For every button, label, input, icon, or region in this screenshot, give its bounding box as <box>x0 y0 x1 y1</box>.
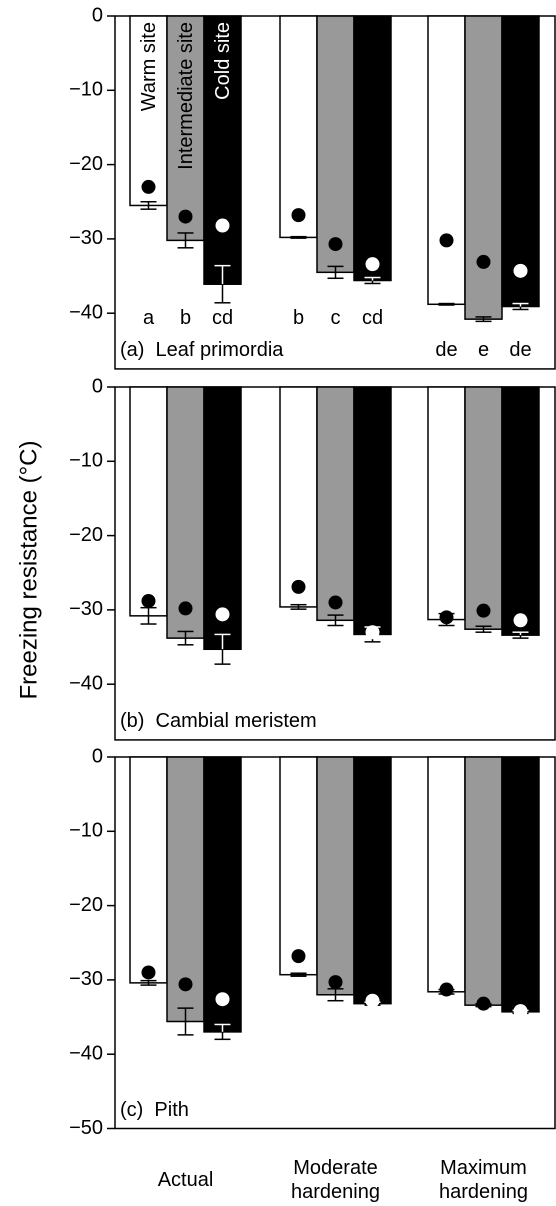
dot <box>215 992 230 1007</box>
bar <box>279 756 318 976</box>
bar <box>427 15 466 306</box>
dot <box>439 982 454 997</box>
bar <box>129 386 168 617</box>
bar <box>464 386 503 630</box>
series-label: Intermediate site <box>175 22 197 170</box>
significance-letter: a <box>143 307 155 329</box>
bar <box>501 756 540 1013</box>
significance-letter: b <box>180 307 191 329</box>
y-tick-label: −10 <box>69 820 103 842</box>
y-tick-label: −10 <box>69 450 103 472</box>
dot <box>291 949 306 964</box>
y-tick-label: −30 <box>69 227 103 249</box>
dot <box>328 975 343 990</box>
dot <box>513 263 528 278</box>
dot <box>141 179 156 194</box>
y-tick-label: −30 <box>69 968 103 990</box>
x-category-label: Actual <box>157 1169 214 1191</box>
dot <box>178 209 193 224</box>
bar <box>427 386 466 621</box>
y-tick-label: −20 <box>69 894 103 916</box>
dot <box>215 218 230 233</box>
y-tick-label: −40 <box>69 301 103 323</box>
dot <box>513 1004 528 1019</box>
bar <box>316 386 355 622</box>
dot <box>439 233 454 248</box>
dot <box>328 595 343 610</box>
bar <box>129 15 168 207</box>
significance-letter: de <box>435 339 457 361</box>
bar <box>166 386 205 639</box>
bar <box>353 386 392 636</box>
bar <box>279 15 318 239</box>
bar <box>203 15 242 285</box>
y-tick-label: −20 <box>69 153 103 175</box>
dot <box>328 237 343 252</box>
dot <box>365 993 380 1008</box>
bar <box>316 15 355 274</box>
significance-letter: cd <box>212 307 233 329</box>
y-tick-label: 0 <box>92 4 103 26</box>
bar <box>501 386 540 636</box>
bar <box>427 756 466 993</box>
significance-letter: c <box>331 307 341 329</box>
dot <box>439 610 454 625</box>
panel-title: (c) Pith <box>120 1099 189 1121</box>
series-label: Cold site <box>212 22 234 100</box>
y-tick-label: −30 <box>69 598 103 620</box>
y-tick-label: 0 <box>92 745 103 767</box>
bar <box>279 386 318 608</box>
bar <box>464 756 503 1006</box>
y-axis-label: Freezing resistance (°C) <box>15 440 42 699</box>
dot <box>365 257 380 272</box>
dot <box>476 254 491 269</box>
bar <box>129 756 168 984</box>
y-tick-label: −10 <box>69 79 103 101</box>
significance-letter: cd <box>362 307 383 329</box>
significance-letter: de <box>509 339 531 361</box>
y-tick-label: −50 <box>69 1117 103 1139</box>
dot <box>141 593 156 608</box>
y-tick-label: 0 <box>92 375 103 397</box>
y-tick-label: −40 <box>69 1042 103 1064</box>
dot <box>178 977 193 992</box>
bar <box>353 756 392 1005</box>
bar <box>464 15 503 320</box>
series-label: Warm site <box>138 22 160 111</box>
bar <box>316 756 355 996</box>
significance-letter: b <box>293 307 304 329</box>
dot <box>476 603 491 618</box>
dot <box>291 208 306 223</box>
dot <box>291 579 306 594</box>
significance-letter: e <box>478 339 489 361</box>
dot <box>215 607 230 622</box>
bar <box>203 756 242 1033</box>
panel-title: (b) Cambial meristem <box>120 710 317 732</box>
chart: 0 −10 −20 −30 −40 a b de Warm site b c e Intermediat… <box>15 4 556 1139</box>
dot <box>141 965 156 980</box>
bar <box>353 15 392 282</box>
bar <box>501 15 540 308</box>
bar <box>203 386 242 651</box>
dot <box>365 625 380 640</box>
panel-title: (a) Leaf primordia <box>120 339 284 361</box>
bar <box>166 15 205 242</box>
y-tick-label: −40 <box>69 672 103 694</box>
dot <box>476 996 491 1011</box>
dot <box>178 601 193 616</box>
y-tick-label: −20 <box>69 524 103 546</box>
x-category-label: Moderate hardening <box>291 1157 380 1203</box>
dot <box>513 613 528 628</box>
x-category-label: Maximum hardening <box>439 1157 528 1203</box>
